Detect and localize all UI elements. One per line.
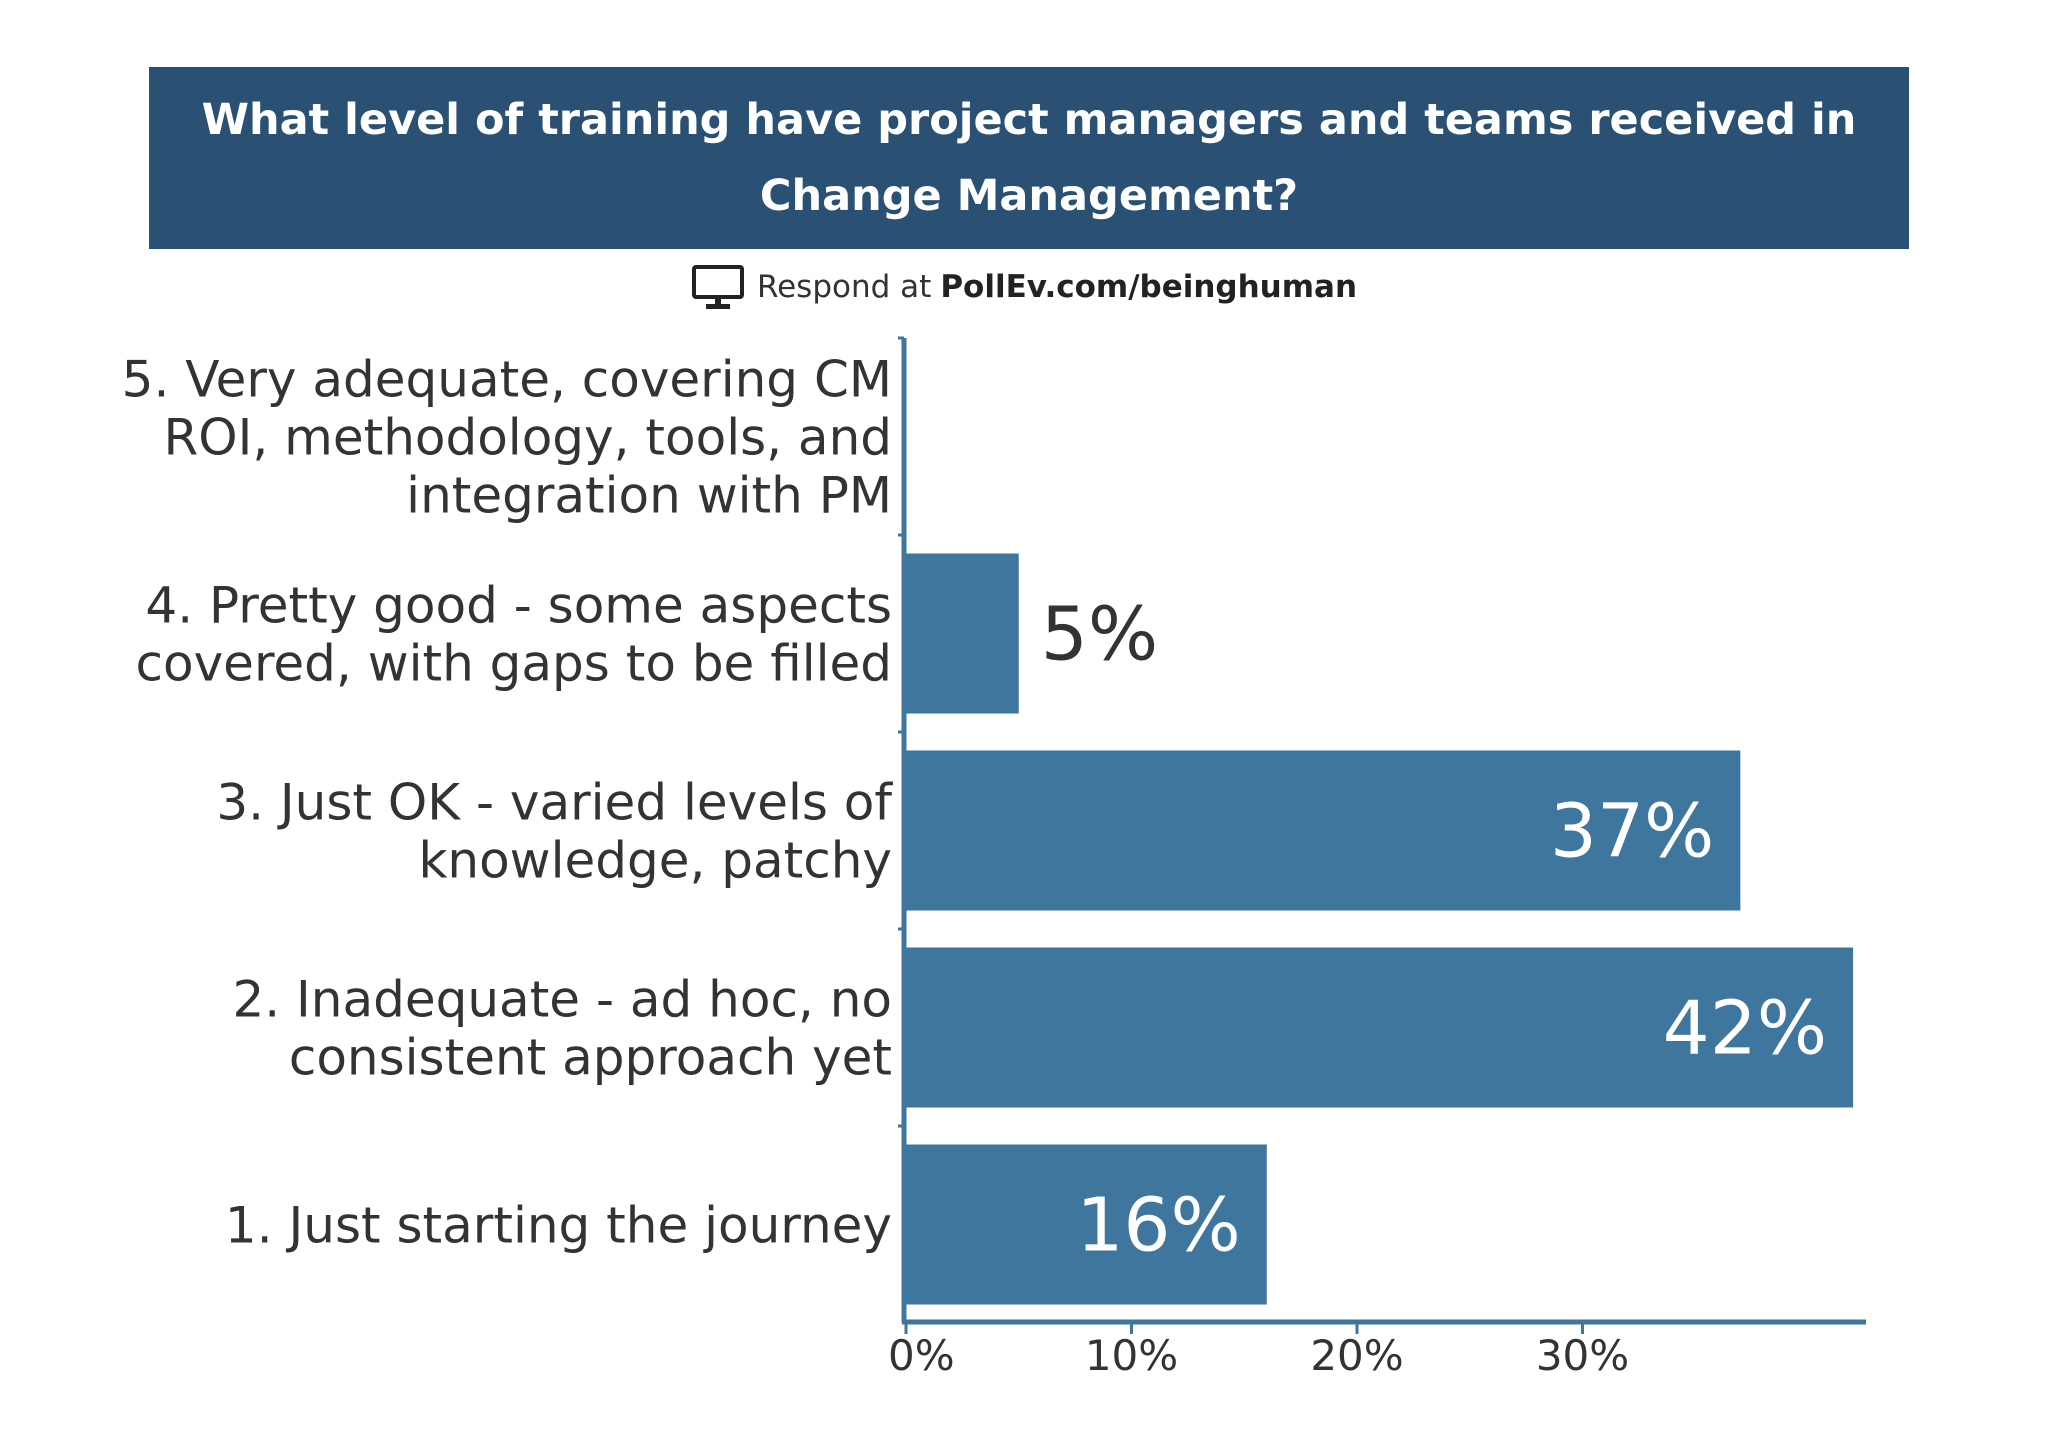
respond-instructions: Respond at PollEv.com/beinghuman [0,262,2048,312]
data-label-4: 42% [1663,986,1827,1072]
data-label-5: 16% [1076,1183,1240,1269]
x-tick-label-20: 20% [1310,1331,1403,1380]
x-tick-label-30: 30% [1536,1331,1629,1380]
data-label-2: 5% [1041,592,1158,678]
monitor-icon [691,265,744,309]
bar-5 [906,1144,1267,1305]
bar-4 [906,947,1854,1108]
category-label-2-line-1: 4. Pretty good - some aspects [145,577,892,635]
category-label-1-line-1: 5. Very adequate, covering CM [122,351,892,409]
bar-2 [906,553,1019,714]
x-tick-label-10: 10% [1085,1331,1178,1380]
category-label-1-line-2: ROI, methodology, tools, and [164,409,893,467]
poll-title: What level of training have project mana… [201,95,1857,221]
category-label-5-line-1: 1. Just starting the journey [225,1197,892,1255]
category-label-1-line-3: integration with PM [406,467,892,525]
x-tick-label-0: 0% [888,1331,955,1380]
category-label-3-line-2: knowledge, patchy [418,832,892,890]
poll-title-banner: What level of training have project mana… [149,67,1909,249]
respond-prefix: Respond at [756,269,932,305]
category-label-3-line-1: 3. Just OK - varied levels of [216,774,893,832]
respond-url[interactable]: PollEv.com/beinghuman [940,269,1358,305]
data-label-3: 37% [1550,789,1714,875]
category-label-4-line-1: 2. Inadequate - ad hoc, no [232,971,892,1029]
bar-3 [906,750,1741,911]
category-label-4-line-2: consistent approach yet [289,1029,892,1087]
category-label-2-line-2: covered, with gaps to be filled [136,635,892,693]
